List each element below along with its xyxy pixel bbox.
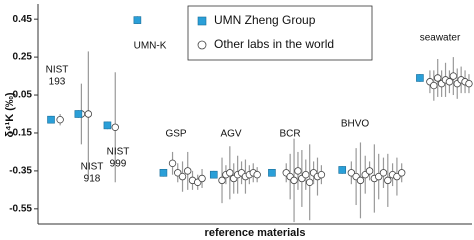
annotation: NIST	[81, 162, 104, 173]
point	[338, 166, 347, 174]
annotation: UMN-K	[134, 41, 167, 52]
point	[209, 170, 218, 179]
point	[384, 176, 392, 185]
annotation: 193	[49, 77, 66, 88]
y-tick-label: 0.05	[13, 90, 33, 101]
annotation: BHVO	[341, 119, 370, 130]
point	[397, 169, 406, 177]
point	[374, 172, 383, 181]
point	[159, 168, 168, 177]
legend-marker	[197, 16, 207, 26]
annotation: seawater	[420, 33, 461, 44]
point	[347, 169, 356, 177]
point	[356, 176, 365, 185]
point	[317, 170, 326, 179]
annotation: AGV	[220, 129, 241, 140]
y-tick-label: 0.45	[13, 14, 33, 25]
point	[465, 79, 473, 88]
y-tick-label: -0.15	[9, 128, 32, 139]
point	[198, 174, 206, 183]
annotation: NIST	[107, 147, 130, 158]
y-tick-label: 0.25	[13, 52, 33, 63]
point	[268, 168, 276, 177]
point	[133, 16, 142, 24]
point	[449, 72, 458, 80]
point	[416, 74, 424, 82]
legend-label: Other labs in the world	[214, 37, 334, 51]
point	[103, 121, 112, 130]
point	[430, 81, 438, 90]
y-axis-label: δ⁴¹K (‰)	[4, 92, 16, 137]
x-axis-label: reference materials	[205, 227, 306, 239]
legend-label: UMN Zheng Group	[214, 13, 316, 27]
point	[218, 176, 226, 185]
point	[184, 167, 192, 175]
point	[393, 172, 401, 181]
annotation: 999	[110, 159, 127, 170]
y-tick-label: -0.55	[9, 203, 32, 214]
point	[168, 159, 177, 168]
point	[302, 170, 310, 179]
point	[226, 169, 234, 177]
point	[290, 176, 298, 185]
annotation: GSP	[165, 129, 186, 140]
point	[84, 110, 93, 118]
point	[174, 169, 182, 177]
point	[111, 123, 119, 131]
annotation: NIST	[46, 65, 69, 76]
point	[445, 78, 454, 86]
legend-box	[187, 5, 373, 61]
annotation: BCR	[279, 129, 300, 140]
point	[305, 178, 314, 186]
point	[178, 172, 187, 181]
annotation: 918	[84, 174, 101, 185]
point	[74, 110, 83, 118]
point	[47, 115, 55, 124]
point	[365, 167, 374, 175]
point	[379, 169, 388, 177]
point	[56, 115, 64, 124]
legend-marker	[197, 40, 207, 50]
point	[253, 170, 261, 179]
point	[434, 74, 442, 82]
y-tick-label: -0.35	[9, 166, 32, 177]
point	[294, 167, 302, 175]
